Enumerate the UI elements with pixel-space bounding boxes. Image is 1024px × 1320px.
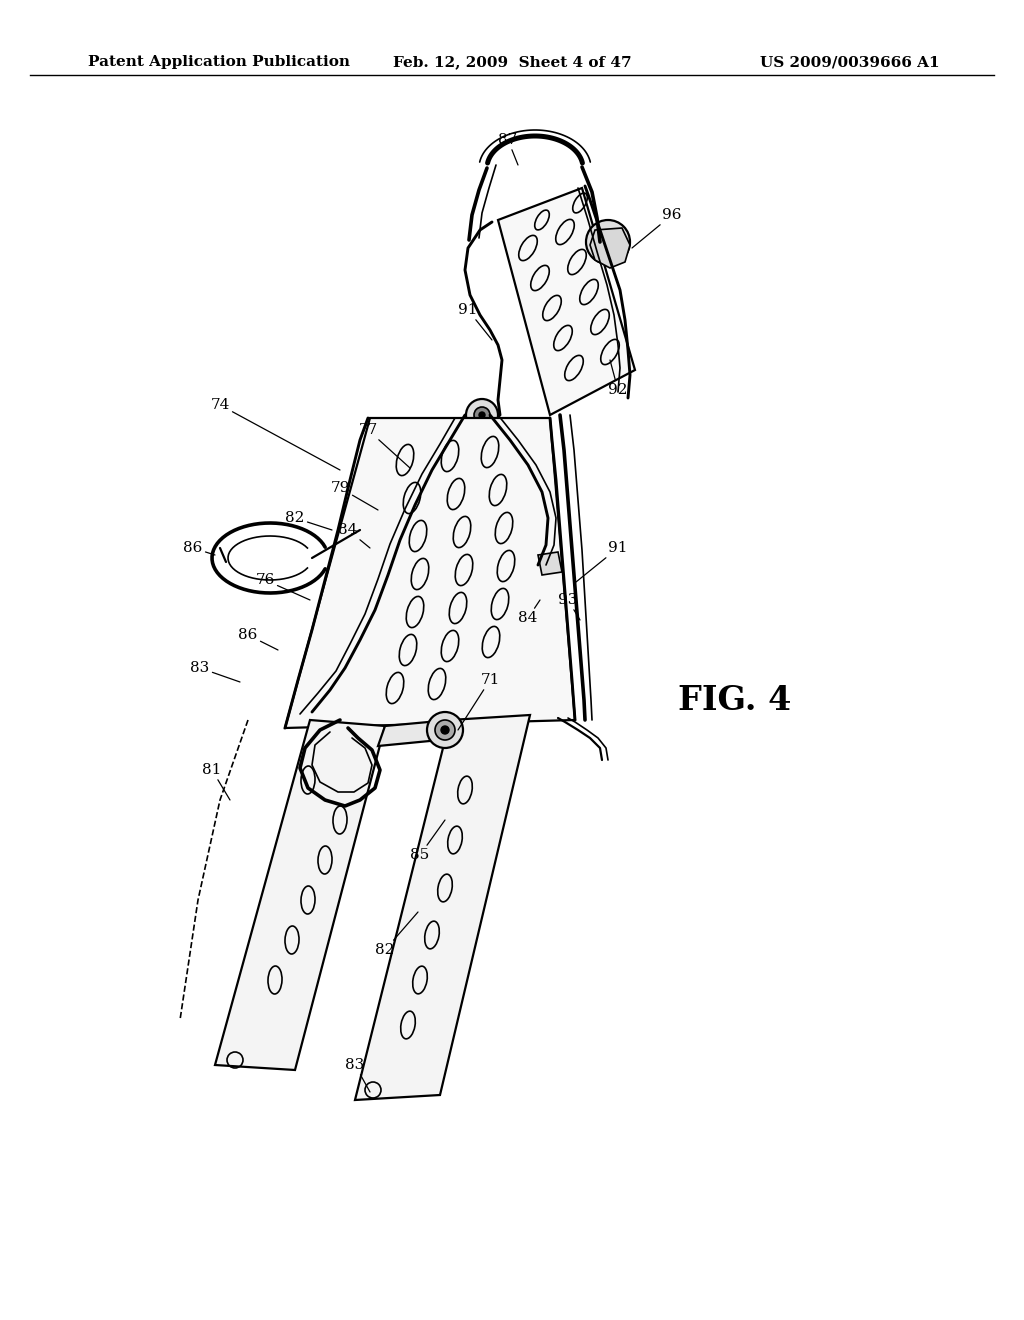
Text: 71: 71 xyxy=(458,673,500,730)
Text: 77: 77 xyxy=(358,422,410,469)
Text: 92: 92 xyxy=(608,360,628,397)
Text: 96: 96 xyxy=(632,209,682,248)
Circle shape xyxy=(435,719,455,741)
Text: 93: 93 xyxy=(558,593,580,620)
Text: 81: 81 xyxy=(203,763,230,800)
Circle shape xyxy=(466,399,498,432)
Polygon shape xyxy=(285,418,575,729)
Text: 82: 82 xyxy=(376,912,418,957)
Text: 83: 83 xyxy=(345,1059,370,1092)
Text: 91: 91 xyxy=(459,304,492,341)
Text: 91: 91 xyxy=(575,541,628,582)
Text: 86: 86 xyxy=(183,541,215,554)
Text: 76: 76 xyxy=(255,573,310,601)
Circle shape xyxy=(474,407,490,422)
Circle shape xyxy=(441,726,449,734)
Circle shape xyxy=(427,711,463,748)
Polygon shape xyxy=(378,719,450,746)
Text: FIG. 4: FIG. 4 xyxy=(678,684,792,717)
Text: Patent Application Publication: Patent Application Publication xyxy=(88,55,350,69)
Text: 84: 84 xyxy=(338,523,370,548)
Text: 82: 82 xyxy=(286,511,332,531)
Text: Feb. 12, 2009  Sheet 4 of 47: Feb. 12, 2009 Sheet 4 of 47 xyxy=(392,55,632,69)
Circle shape xyxy=(596,230,620,253)
Text: 83: 83 xyxy=(190,661,240,682)
Text: 85: 85 xyxy=(411,820,445,862)
Text: 86: 86 xyxy=(239,628,278,649)
Polygon shape xyxy=(590,228,630,268)
Polygon shape xyxy=(215,719,385,1071)
Polygon shape xyxy=(355,715,530,1100)
Text: 79: 79 xyxy=(331,480,378,510)
Polygon shape xyxy=(498,187,635,414)
Text: 87: 87 xyxy=(499,133,518,165)
Circle shape xyxy=(479,412,485,418)
Text: 84: 84 xyxy=(518,601,540,624)
Text: 74: 74 xyxy=(210,399,340,470)
Circle shape xyxy=(586,220,630,264)
Text: US 2009/0039666 A1: US 2009/0039666 A1 xyxy=(761,55,940,69)
Polygon shape xyxy=(538,552,562,576)
